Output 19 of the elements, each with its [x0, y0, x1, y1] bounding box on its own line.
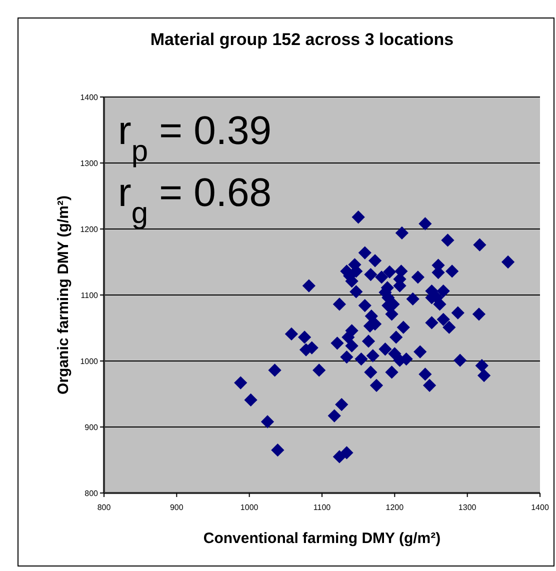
y-tick-label: 800 — [84, 488, 99, 498]
x-axis-title: Conventional farming DMY (g/m²) — [203, 530, 441, 547]
chart-title: Material group 152 across 3 locations — [150, 30, 454, 49]
x-tick-label: 800 — [97, 503, 112, 512]
y-tick-label: 1400 — [80, 92, 99, 102]
annotation: r$_{p}$ = 0.39 — [118, 109, 272, 168]
y-tick-label: 1300 — [80, 158, 99, 168]
y-tick-label: 900 — [84, 422, 99, 432]
x-tick-label: 1200 — [386, 503, 404, 512]
annotation: r$_{g}$ = 0.68 — [118, 171, 272, 230]
x-tick-label: 1100 — [313, 503, 332, 512]
x-tick-label: 1300 — [458, 503, 477, 512]
x-tick-label: 1400 — [531, 503, 550, 512]
y-axis-title: Organic farming DMY (g/m²) — [55, 196, 72, 394]
x-tick-label: 900 — [170, 503, 184, 512]
x-tick-label: 1000 — [240, 503, 259, 512]
y-tick-label: 1000 — [80, 356, 99, 366]
y-tick-label: 1100 — [80, 290, 99, 300]
y-tick-label: 1200 — [80, 224, 99, 234]
